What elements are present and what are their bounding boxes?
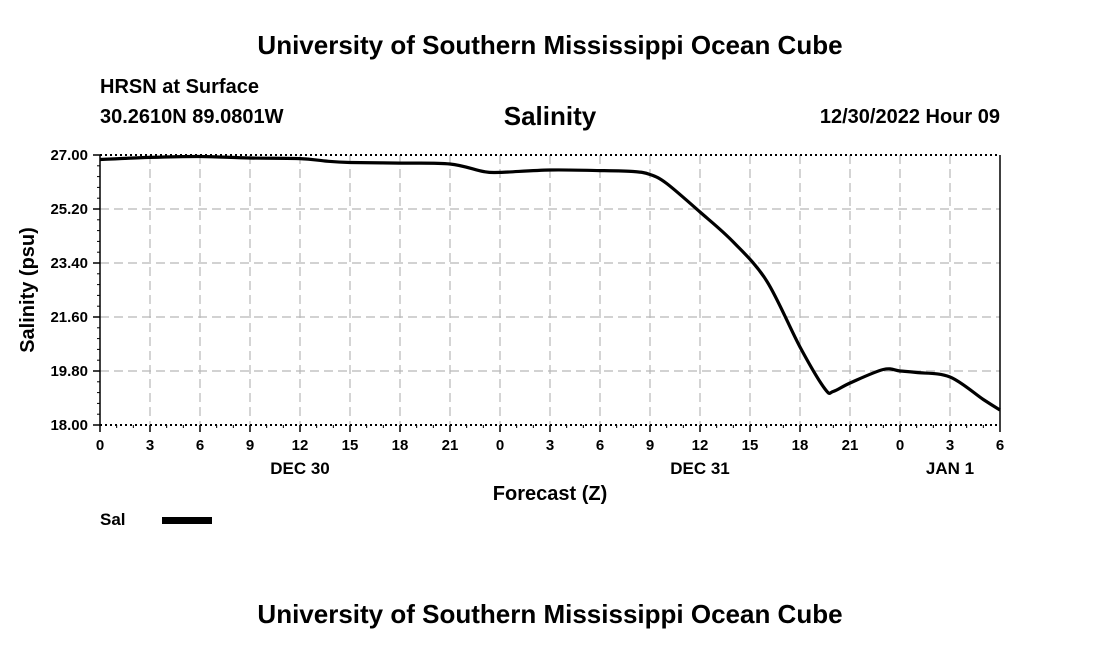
forecast-datetime: 12/30/2022 Hour 09 [819, 106, 1000, 128]
x-tick-label: 21 [842, 437, 859, 454]
x-tick-label: 15 [342, 437, 359, 454]
legend-swatch [162, 517, 212, 524]
x-tick-label: 12 [292, 437, 309, 454]
x-tick-label: 3 [546, 437, 554, 454]
y-tick-label: 19.80 [50, 363, 88, 380]
x-tick-label: 9 [646, 437, 654, 454]
y-tick-label: 25.20 [50, 201, 88, 218]
x-tick-label: 9 [246, 437, 254, 454]
y-tick-label: 21.60 [50, 309, 88, 326]
y-axis-label: Salinity (psu) [17, 227, 39, 353]
x-tick-label: 0 [496, 437, 504, 454]
y-tick-label: 23.40 [50, 255, 88, 272]
x-tick-label: 18 [792, 437, 809, 454]
x-tick-label: 12 [692, 437, 709, 454]
y-tick-label: 18.00 [50, 417, 88, 434]
day-label: DEC 31 [670, 459, 730, 478]
x-tick-label: 0 [96, 437, 104, 454]
x-tick-label: 6 [196, 437, 204, 454]
chart-title: Salinity [503, 101, 597, 131]
x-tick-label: 18 [392, 437, 409, 454]
x-tick-label: 3 [146, 437, 154, 454]
series-line-sal [99, 154, 1001, 412]
x-tick-label: 6 [596, 437, 604, 454]
coordinates-label: 30.2610N 89.0801W [100, 106, 284, 128]
x-tick-label: 6 [996, 437, 1004, 454]
day-label: JAN 1 [926, 459, 974, 478]
legend-label: Sal [100, 510, 126, 529]
x-tick-label: 0 [896, 437, 904, 454]
day-label: DEC 30 [270, 459, 330, 478]
top-title: University of Southern Mississippi Ocean… [257, 30, 843, 60]
x-tick-label: 21 [442, 437, 459, 454]
x-tick-label: 3 [946, 437, 954, 454]
x-tick-label: 15 [742, 437, 759, 454]
station-label: HRSN at Surface [100, 76, 259, 98]
bottom-title: University of Southern Mississippi Ocean… [257, 599, 843, 629]
x-axis-label: Forecast (Z) [493, 483, 607, 505]
y-tick-label: 27.00 [50, 147, 88, 164]
